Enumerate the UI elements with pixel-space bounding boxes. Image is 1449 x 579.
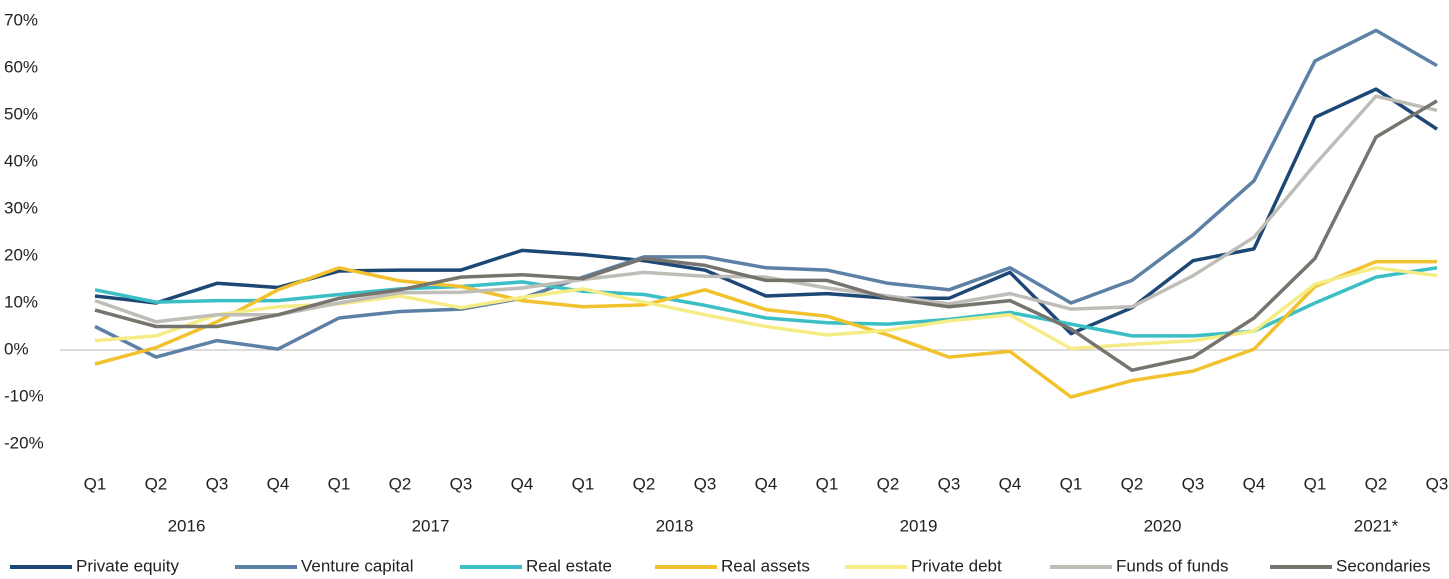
series-line — [94, 266, 1438, 338]
y-tick-label: -20% — [4, 433, 44, 452]
x-group-label: 2016 — [168, 516, 206, 535]
y-tick-label: 70% — [4, 10, 38, 29]
x-tick-label: Q1 — [816, 474, 839, 493]
x-tick-label: Q3 — [1182, 474, 1205, 493]
x-tick-label: Q2 — [1121, 474, 1144, 493]
legend-label: Real estate — [526, 556, 612, 575]
x-group-label: 2018 — [656, 516, 694, 535]
legend-label: Real assets — [721, 556, 810, 575]
x-tick-label: Q2 — [1365, 474, 1388, 493]
x-tick-label: Q2 — [389, 474, 412, 493]
x-tick-label: Q1 — [84, 474, 107, 493]
x-tick-label: Q1 — [328, 474, 351, 493]
x-tick-label: Q3 — [1426, 474, 1449, 493]
y-tick-label: 0% — [4, 339, 29, 358]
x-tick-label: Q3 — [694, 474, 717, 493]
series-line — [94, 28, 1438, 359]
x-tick-label: Q2 — [145, 474, 168, 493]
y-tick-label: 30% — [4, 198, 38, 217]
x-tick-label: Q2 — [633, 474, 656, 493]
x-tick-label: Q4 — [755, 474, 778, 493]
x-tick-label: Q1 — [1304, 474, 1327, 493]
x-tick-label: Q1 — [1060, 474, 1083, 493]
y-tick-label: 40% — [4, 151, 38, 170]
legend-label: Venture capital — [301, 556, 413, 575]
x-group-label: 2021* — [1354, 516, 1399, 535]
series-line — [94, 87, 1438, 336]
y-tick-label: 10% — [4, 292, 38, 311]
x-tick-label: Q4 — [1243, 474, 1266, 493]
y-tick-label: 50% — [4, 104, 38, 123]
x-tick-label: Q3 — [938, 474, 961, 493]
x-tick-label: Q4 — [267, 474, 290, 493]
legend-label: Funds of funds — [1116, 556, 1228, 575]
x-group-label: 2019 — [900, 516, 938, 535]
y-tick-label: -10% — [4, 386, 44, 405]
x-tick-label: Q3 — [450, 474, 473, 493]
y-tick-label: 20% — [4, 245, 38, 264]
legend-label: Private debt — [911, 556, 1002, 575]
legend-label: Private equity — [76, 556, 179, 575]
x-tick-label: Q1 — [572, 474, 595, 493]
y-tick-label: 60% — [4, 57, 38, 76]
x-tick-label: Q4 — [511, 474, 534, 493]
series-line — [94, 259, 1437, 399]
series-line — [94, 94, 1438, 324]
x-group-label: 2020 — [1144, 516, 1182, 535]
x-tick-label: Q4 — [999, 474, 1022, 493]
legend-label: Secondaries — [1336, 556, 1431, 575]
x-tick-label: Q3 — [206, 474, 229, 493]
x-tick-label: Q2 — [877, 474, 900, 493]
x-group-label: 2017 — [412, 516, 450, 535]
series-line — [94, 99, 1438, 372]
